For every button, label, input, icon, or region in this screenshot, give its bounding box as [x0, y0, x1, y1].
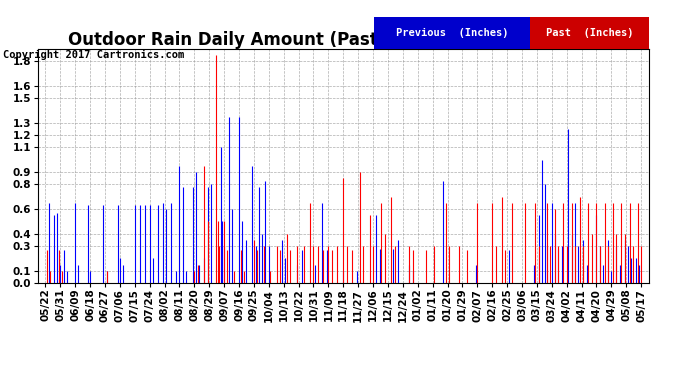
Text: Previous  (Inches): Previous (Inches) — [396, 28, 509, 38]
Text: Past  (Inches): Past (Inches) — [546, 28, 633, 38]
Text: Copyright 2017 Cartronics.com: Copyright 2017 Cartronics.com — [3, 50, 185, 60]
FancyBboxPatch shape — [374, 17, 531, 49]
Title: Outdoor Rain Daily Amount (Past/Previous Year) 20170522: Outdoor Rain Daily Amount (Past/Previous… — [68, 31, 618, 49]
FancyBboxPatch shape — [531, 17, 649, 49]
